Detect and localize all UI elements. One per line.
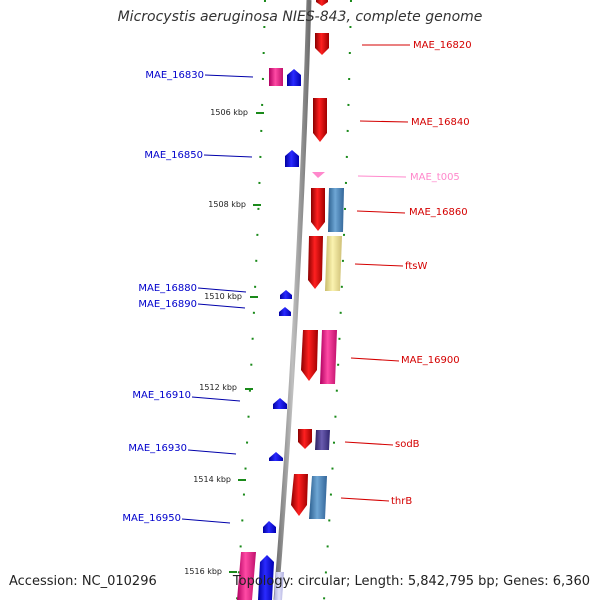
- gene-arrow[interactable]: [316, 0, 328, 6]
- leader-line: [187, 449, 237, 455]
- gene-arrow[interactable]: [287, 69, 301, 86]
- gene-arrow[interactable]: [311, 188, 325, 231]
- leader-line: [197, 303, 246, 309]
- leader-line: [354, 263, 404, 267]
- gene-arrow[interactable]: [269, 68, 283, 86]
- gene-arrow[interactable]: [328, 188, 344, 232]
- gene-arrow[interactable]: [301, 330, 318, 381]
- leader-line: [357, 175, 407, 178]
- gene-labels: MAE_16820 MAE_16830 MAE_16840 MAE_16850 …: [122, 40, 471, 524]
- tick-label: 1508 kbp: [208, 200, 246, 209]
- leader-line: [340, 497, 390, 502]
- leader-line: [181, 518, 231, 524]
- gene-arrow[interactable]: [269, 452, 283, 461]
- gene-arrow[interactable]: [312, 172, 325, 178]
- coordinate-ticks: 1506 kbp 1508 kbp 1510 kbp 1512 kbp 1514…: [184, 108, 264, 576]
- genome-backbone: [273, 0, 312, 600]
- gene-label-thrb[interactable]: thrB: [391, 496, 412, 507]
- gene-label-mae-16890[interactable]: MAE_16890: [138, 299, 197, 310]
- gene-label-mae-16880[interactable]: MAE_16880: [138, 283, 197, 294]
- gene-label-mae-16850[interactable]: MAE_16850: [144, 150, 203, 161]
- gene-arrow[interactable]: [308, 236, 323, 289]
- gene-arrow[interactable]: [285, 150, 299, 167]
- leader-line: [204, 74, 254, 78]
- tick-label: 1516 kbp: [184, 567, 222, 576]
- accession-label: Accession: NC_010296: [9, 574, 157, 589]
- gene-arrow[interactable]: [320, 330, 337, 384]
- gene-arrow[interactable]: [309, 476, 327, 519]
- map-title: Microcystis aeruginosa NIES-843, complet…: [117, 9, 483, 25]
- leader-line: [203, 154, 253, 158]
- gene-label-mae-16840[interactable]: MAE_16840: [411, 117, 470, 128]
- gene-arrow[interactable]: [313, 98, 327, 142]
- tick-label: 1506 kbp: [210, 108, 248, 117]
- gene-arrow[interactable]: [263, 521, 276, 533]
- gene-arrow[interactable]: [274, 572, 284, 600]
- gene-label-sodb[interactable]: sodB: [395, 439, 420, 450]
- gene-arrow[interactable]: [291, 474, 308, 516]
- gene-arrow[interactable]: [298, 429, 312, 449]
- gene-label-mae-16910[interactable]: MAE_16910: [132, 390, 191, 401]
- gene-label-mae-16950[interactable]: MAE_16950: [122, 513, 181, 524]
- tick-label: 1512 kbp: [199, 383, 237, 392]
- gene-label-mae-16820[interactable]: MAE_16820: [413, 40, 472, 51]
- gene-arrow[interactable]: [315, 430, 330, 450]
- label-leader-lines: [181, 44, 410, 524]
- gene-label-ftsw[interactable]: ftsW: [405, 261, 427, 272]
- gene-label-mae-16900[interactable]: MAE_16900: [401, 355, 460, 366]
- leader-line: [197, 287, 247, 293]
- leader-line: [344, 441, 394, 446]
- gene-label-mae-16860[interactable]: MAE_16860: [409, 207, 468, 218]
- gene-arrow[interactable]: [258, 555, 274, 600]
- tick-label: 1510 kbp: [204, 292, 242, 301]
- outer-dot-ring: [323, 0, 352, 600]
- gene-arrow[interactable]: [279, 307, 291, 316]
- gene-label-mae-t005[interactable]: MAE_t005: [410, 172, 460, 183]
- leader-line: [350, 357, 400, 362]
- gene-label-mae-16830[interactable]: MAE_16830: [145, 70, 204, 81]
- leader-line: [359, 120, 409, 123]
- gene-arrow[interactable]: [315, 33, 329, 55]
- leader-line: [356, 210, 406, 214]
- gene-features: [237, 0, 344, 600]
- leader-line: [191, 396, 241, 402]
- genome-summary: Topology: circular; Length: 5,842,795 bp…: [232, 574, 590, 589]
- gene-arrow[interactable]: [237, 552, 256, 600]
- gene-arrow[interactable]: [273, 398, 287, 409]
- gene-arrow[interactable]: [325, 236, 342, 291]
- gene-arrow[interactable]: [280, 290, 292, 299]
- gene-label-mae-16930[interactable]: MAE_16930: [128, 443, 187, 454]
- tick-label: 1514 kbp: [193, 475, 231, 484]
